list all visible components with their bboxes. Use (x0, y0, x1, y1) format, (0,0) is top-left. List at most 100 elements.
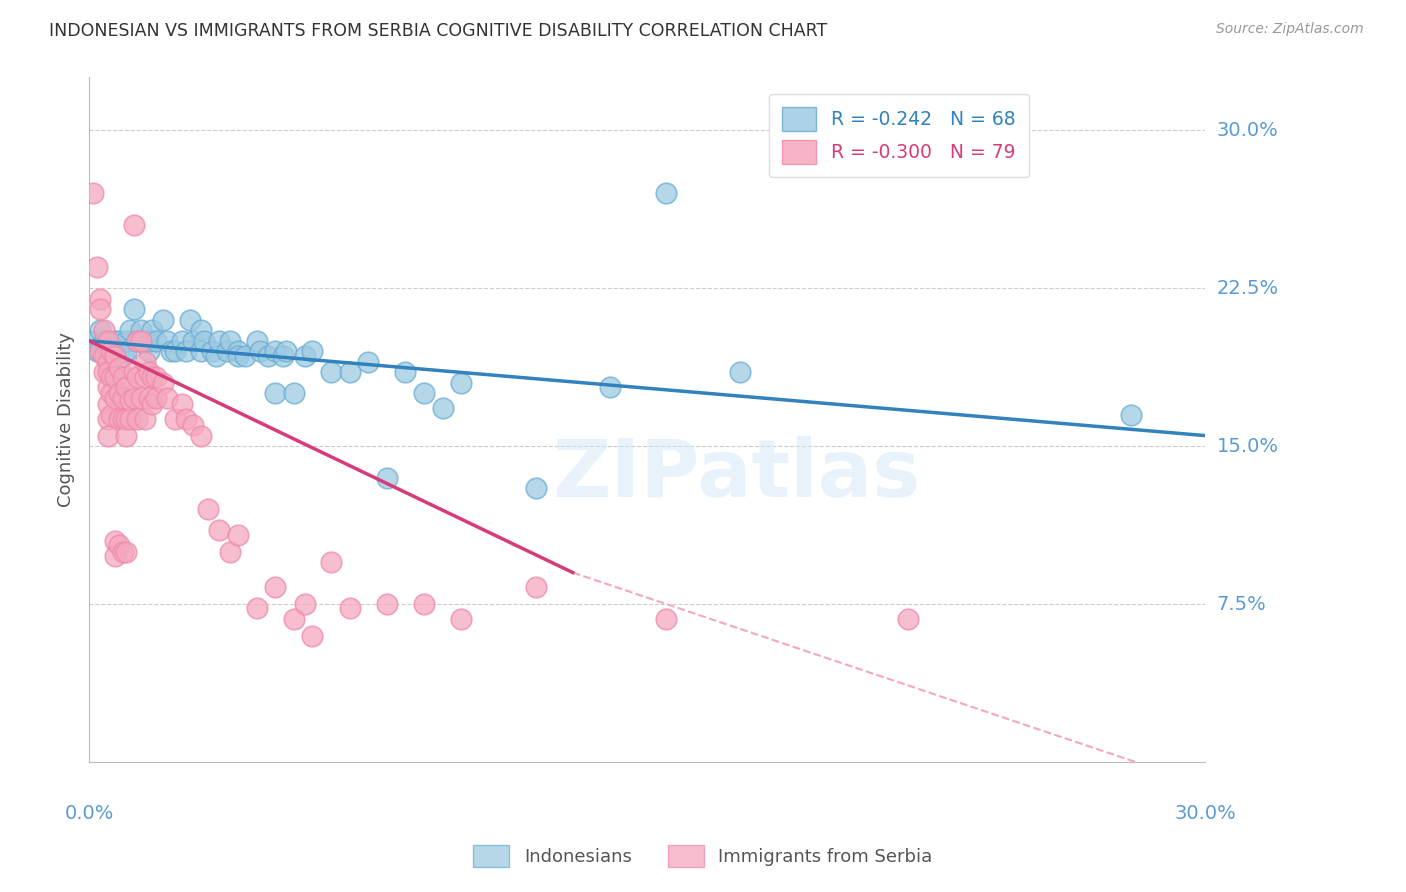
Point (86, 344, 108, 359)
Point (432, 401, 454, 416)
Point (111, 369, 134, 384)
Legend: R = -0.242   N = 68, R = -0.300   N = 79: R = -0.242 N = 68, R = -0.300 N = 79 (769, 94, 1029, 178)
Point (141, 397, 163, 411)
Point (152, 376, 174, 390)
Point (249, 344, 271, 359)
Point (357, 355, 380, 369)
Point (89, 344, 111, 359)
Point (319, 366, 342, 380)
Point (256, 349, 278, 363)
Point (193, 334, 215, 348)
Point (226, 344, 249, 359)
Point (264, 344, 287, 359)
Point (100, 369, 122, 384)
Point (145, 369, 167, 384)
Point (179, 312, 201, 326)
Point (129, 334, 152, 348)
Point (413, 386, 436, 401)
Point (138, 334, 160, 348)
Point (97, 411, 120, 425)
Point (129, 391, 152, 405)
Point (450, 376, 472, 390)
Point (97, 366, 120, 380)
Point (655, 612, 678, 626)
Point (93, 334, 115, 348)
Point (100, 386, 122, 401)
Point (93, 366, 115, 380)
Point (264, 386, 287, 401)
Point (89, 323, 111, 337)
Point (82, 186, 104, 201)
Point (141, 323, 163, 337)
Point (524, 580, 547, 594)
Point (226, 349, 249, 363)
Point (118, 323, 141, 337)
Point (156, 391, 179, 405)
Y-axis label: Cognitive Disability: Cognitive Disability (58, 333, 75, 508)
Point (104, 349, 127, 363)
Point (197, 502, 219, 516)
Point (264, 580, 287, 594)
Point (294, 597, 316, 611)
Point (134, 369, 156, 384)
Point (141, 369, 163, 384)
Point (104, 369, 127, 384)
Point (97, 380, 120, 394)
Point (599, 380, 621, 394)
Point (897, 612, 920, 626)
Point (301, 344, 323, 359)
Point (82, 334, 104, 348)
Point (97, 355, 120, 369)
Point (89, 292, 111, 306)
Point (122, 302, 145, 317)
Point (524, 481, 547, 495)
Point (339, 601, 361, 615)
Point (111, 391, 134, 405)
Point (294, 349, 316, 363)
Point (108, 386, 131, 401)
Point (111, 544, 134, 558)
Point (134, 355, 156, 369)
Point (118, 411, 141, 425)
Point (375, 471, 398, 485)
Point (93, 323, 115, 337)
Point (283, 386, 305, 401)
Point (108, 344, 131, 359)
Point (97, 344, 120, 359)
Point (115, 334, 138, 348)
Text: ZIPatlas: ZIPatlas (553, 435, 921, 514)
Point (226, 527, 249, 541)
Point (160, 344, 183, 359)
Point (127, 334, 149, 348)
Point (97, 334, 120, 348)
Point (375, 597, 398, 611)
Point (283, 612, 305, 626)
Point (163, 344, 186, 359)
Point (163, 411, 186, 425)
Point (190, 344, 212, 359)
Point (190, 323, 212, 337)
Point (134, 411, 156, 425)
Text: 30.0%: 30.0% (1216, 120, 1278, 140)
Point (190, 428, 212, 442)
Point (122, 218, 145, 232)
Point (174, 344, 197, 359)
Point (104, 533, 127, 548)
Point (201, 344, 224, 359)
Point (208, 524, 231, 538)
Point (235, 349, 257, 363)
Point (108, 411, 131, 425)
Point (115, 544, 138, 558)
Point (730, 366, 752, 380)
Point (115, 428, 138, 442)
Point (450, 612, 472, 626)
Point (115, 380, 138, 394)
Point (100, 334, 122, 348)
Text: 0.0%: 0.0% (65, 805, 114, 823)
Point (145, 391, 167, 405)
Point (89, 302, 111, 317)
Point (97, 397, 120, 411)
Point (172, 334, 194, 348)
Point (181, 334, 204, 348)
Point (208, 334, 231, 348)
